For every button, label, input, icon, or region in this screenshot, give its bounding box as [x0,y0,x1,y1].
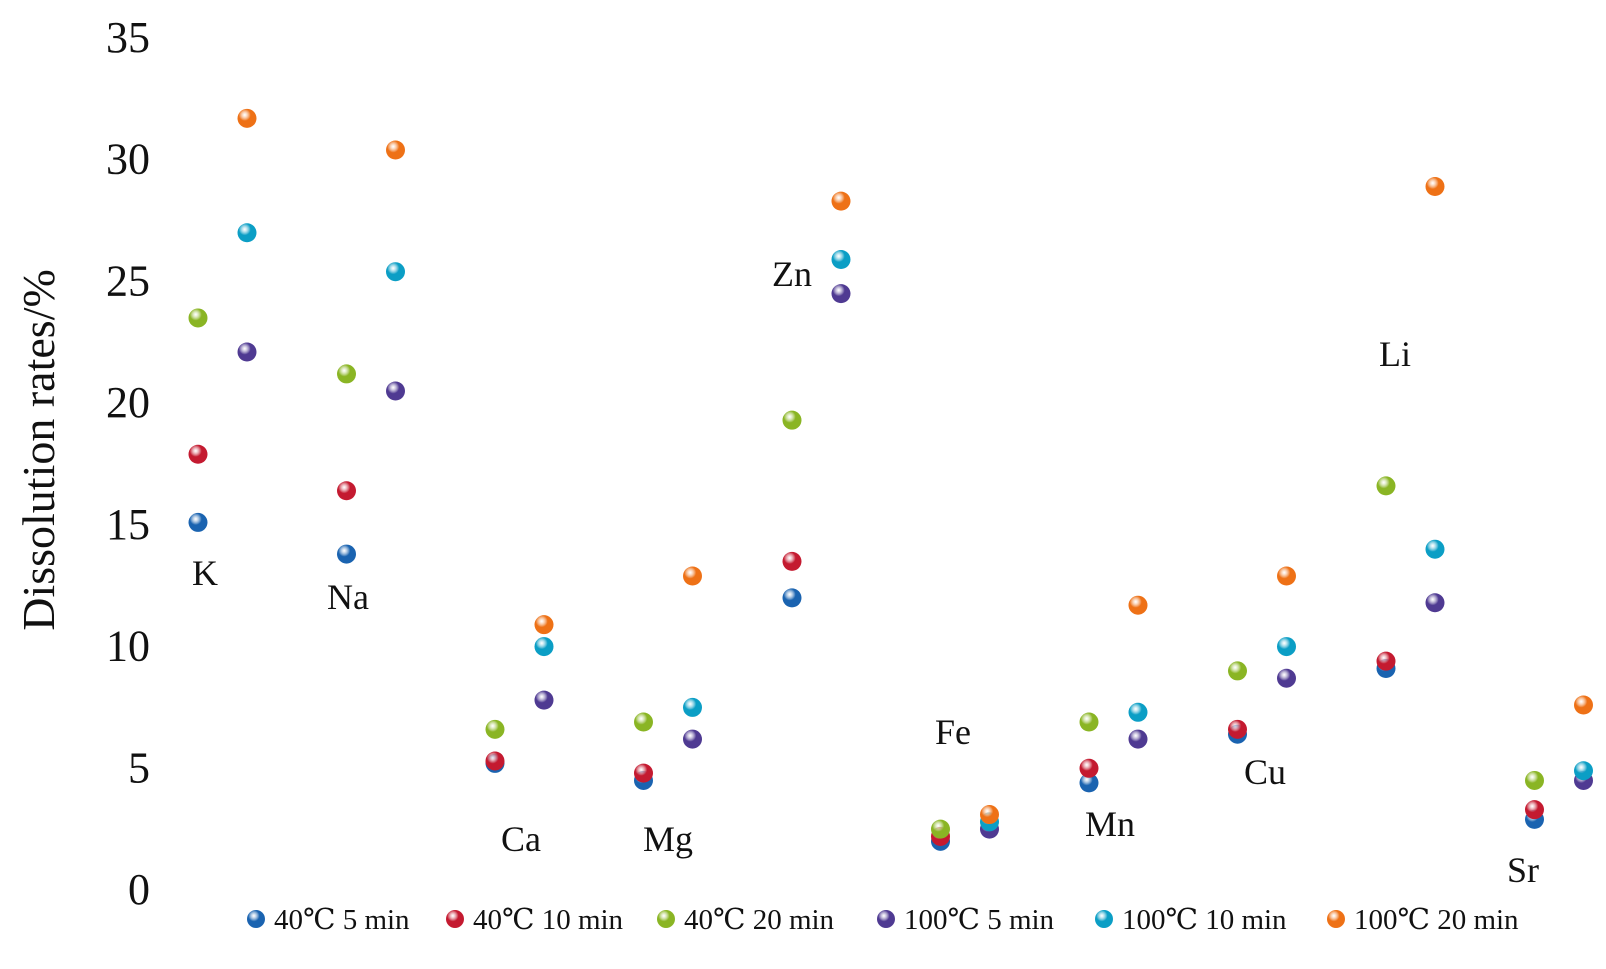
data-point-mg-series-4 [683,729,702,749]
y-tick-label: 10 [106,622,150,671]
y-tick-label: 30 [106,135,150,184]
data-point-cu-series-3 [1228,661,1247,681]
y-tick-label: 25 [106,256,150,305]
element-label-ca: Ca [501,819,541,859]
y-axis-ticks: 0 5 10 15 20 25 30 35 [106,13,150,914]
data-point-zn-series-6 [831,191,851,211]
data-point-cu-series-4 [1277,668,1296,688]
element-label-mg: Mg [643,819,693,859]
legend-label-4: 100℃ 5 min [904,904,1055,936]
data-point-na-series-1 [337,544,356,564]
element-label-na: Na [327,577,369,617]
data-point-zn-series-4 [831,284,851,304]
data-point-ca-series-2 [485,751,505,771]
data-point-zn-series-1 [782,588,802,608]
data-point-li-series-5 [1425,539,1445,559]
data-point-na-series-3 [337,364,356,384]
y-axis-label: Dissolution rates/% [13,269,64,631]
data-point-na-series-2 [337,481,356,501]
data-point-k-series-1 [188,512,208,532]
y-tick-label: 5 [128,743,150,792]
data-point-mg-series-5 [683,697,702,717]
data-point-fe-series-6 [980,805,999,825]
data-point-mg-series-6 [683,566,702,586]
legend-marker-1 [247,910,265,928]
data-point-li-series-4 [1425,593,1445,613]
data-point-ca-series-5 [534,637,554,657]
data-point-k-series-3 [188,308,208,328]
element-label-sr: Sr [1507,850,1539,890]
legend-label-5: 100℃ 10 min [1122,904,1287,936]
element-label-mn: Mn [1085,804,1135,844]
data-point-zn-series-2 [782,551,802,571]
y-axis-label-group: Dissolution rates/% [13,269,64,631]
data-point-mg-series-3 [634,712,653,732]
data-point-zn-series-3 [782,410,802,430]
data-point-na-series-6 [386,140,405,160]
data-point-li-series-3 [1376,476,1396,496]
data-point-mn-series-2 [1079,758,1099,778]
data-point-li-series-2 [1376,651,1396,671]
legend-label-2: 40℃ 10 min [473,904,624,936]
y-tick-label: 0 [128,865,150,914]
data-point-na-series-4 [386,381,405,401]
data-point-mn-series-4 [1128,729,1148,749]
legend-label-6: 100℃ 20 min [1354,904,1519,936]
element-label-k: K [192,553,218,593]
data-point-mn-series-6 [1128,595,1148,615]
element-labels: K Na Ca Mg Zn Fe Mn Cu Li Sr [192,254,1539,890]
data-point-sr-series-5 [1574,761,1593,781]
data-points [188,108,1593,851]
data-point-cu-series-5 [1277,637,1296,657]
legend-marker-2 [446,910,464,928]
legend-marker-5 [1095,910,1113,928]
legend-marker-6 [1327,910,1345,928]
data-point-ca-series-6 [534,615,554,635]
y-tick-label: 15 [106,500,150,549]
data-point-k-series-4 [237,342,257,362]
legend-label-1: 40℃ 5 min [274,904,410,936]
y-tick-label: 20 [106,378,150,427]
data-point-li-series-6 [1425,176,1445,196]
data-point-mn-series-3 [1079,712,1099,732]
data-point-k-series-5 [237,223,257,243]
data-point-sr-series-6 [1574,695,1593,715]
data-point-mg-series-2 [634,763,653,783]
data-point-sr-series-3 [1525,770,1544,790]
data-point-ca-series-3 [485,719,505,739]
element-label-zn: Zn [772,254,812,294]
data-point-na-series-5 [386,262,405,282]
data-point-sr-series-2 [1525,800,1544,820]
data-point-cu-series-2 [1228,719,1247,739]
y-tick-label: 35 [106,13,150,62]
data-point-fe-series-3 [931,819,950,839]
element-label-fe: Fe [935,712,971,752]
data-point-k-series-2 [188,444,208,464]
data-point-cu-series-6 [1277,566,1296,586]
legend: 40℃ 5 min 40℃ 10 min 40℃ 20 min 100℃ 5 min 1… [247,904,1519,936]
legend-marker-4 [877,910,895,928]
data-point-mn-series-5 [1128,702,1148,722]
data-point-k-series-6 [237,108,257,128]
data-point-zn-series-5 [831,250,851,270]
element-label-li: Li [1379,334,1411,374]
data-point-ca-series-4 [534,690,554,710]
legend-label-3: 40℃ 20 min [684,904,835,936]
legend-marker-3 [657,910,675,928]
element-label-cu: Cu [1244,752,1286,792]
data-point-mn-series-1 [1079,773,1099,793]
